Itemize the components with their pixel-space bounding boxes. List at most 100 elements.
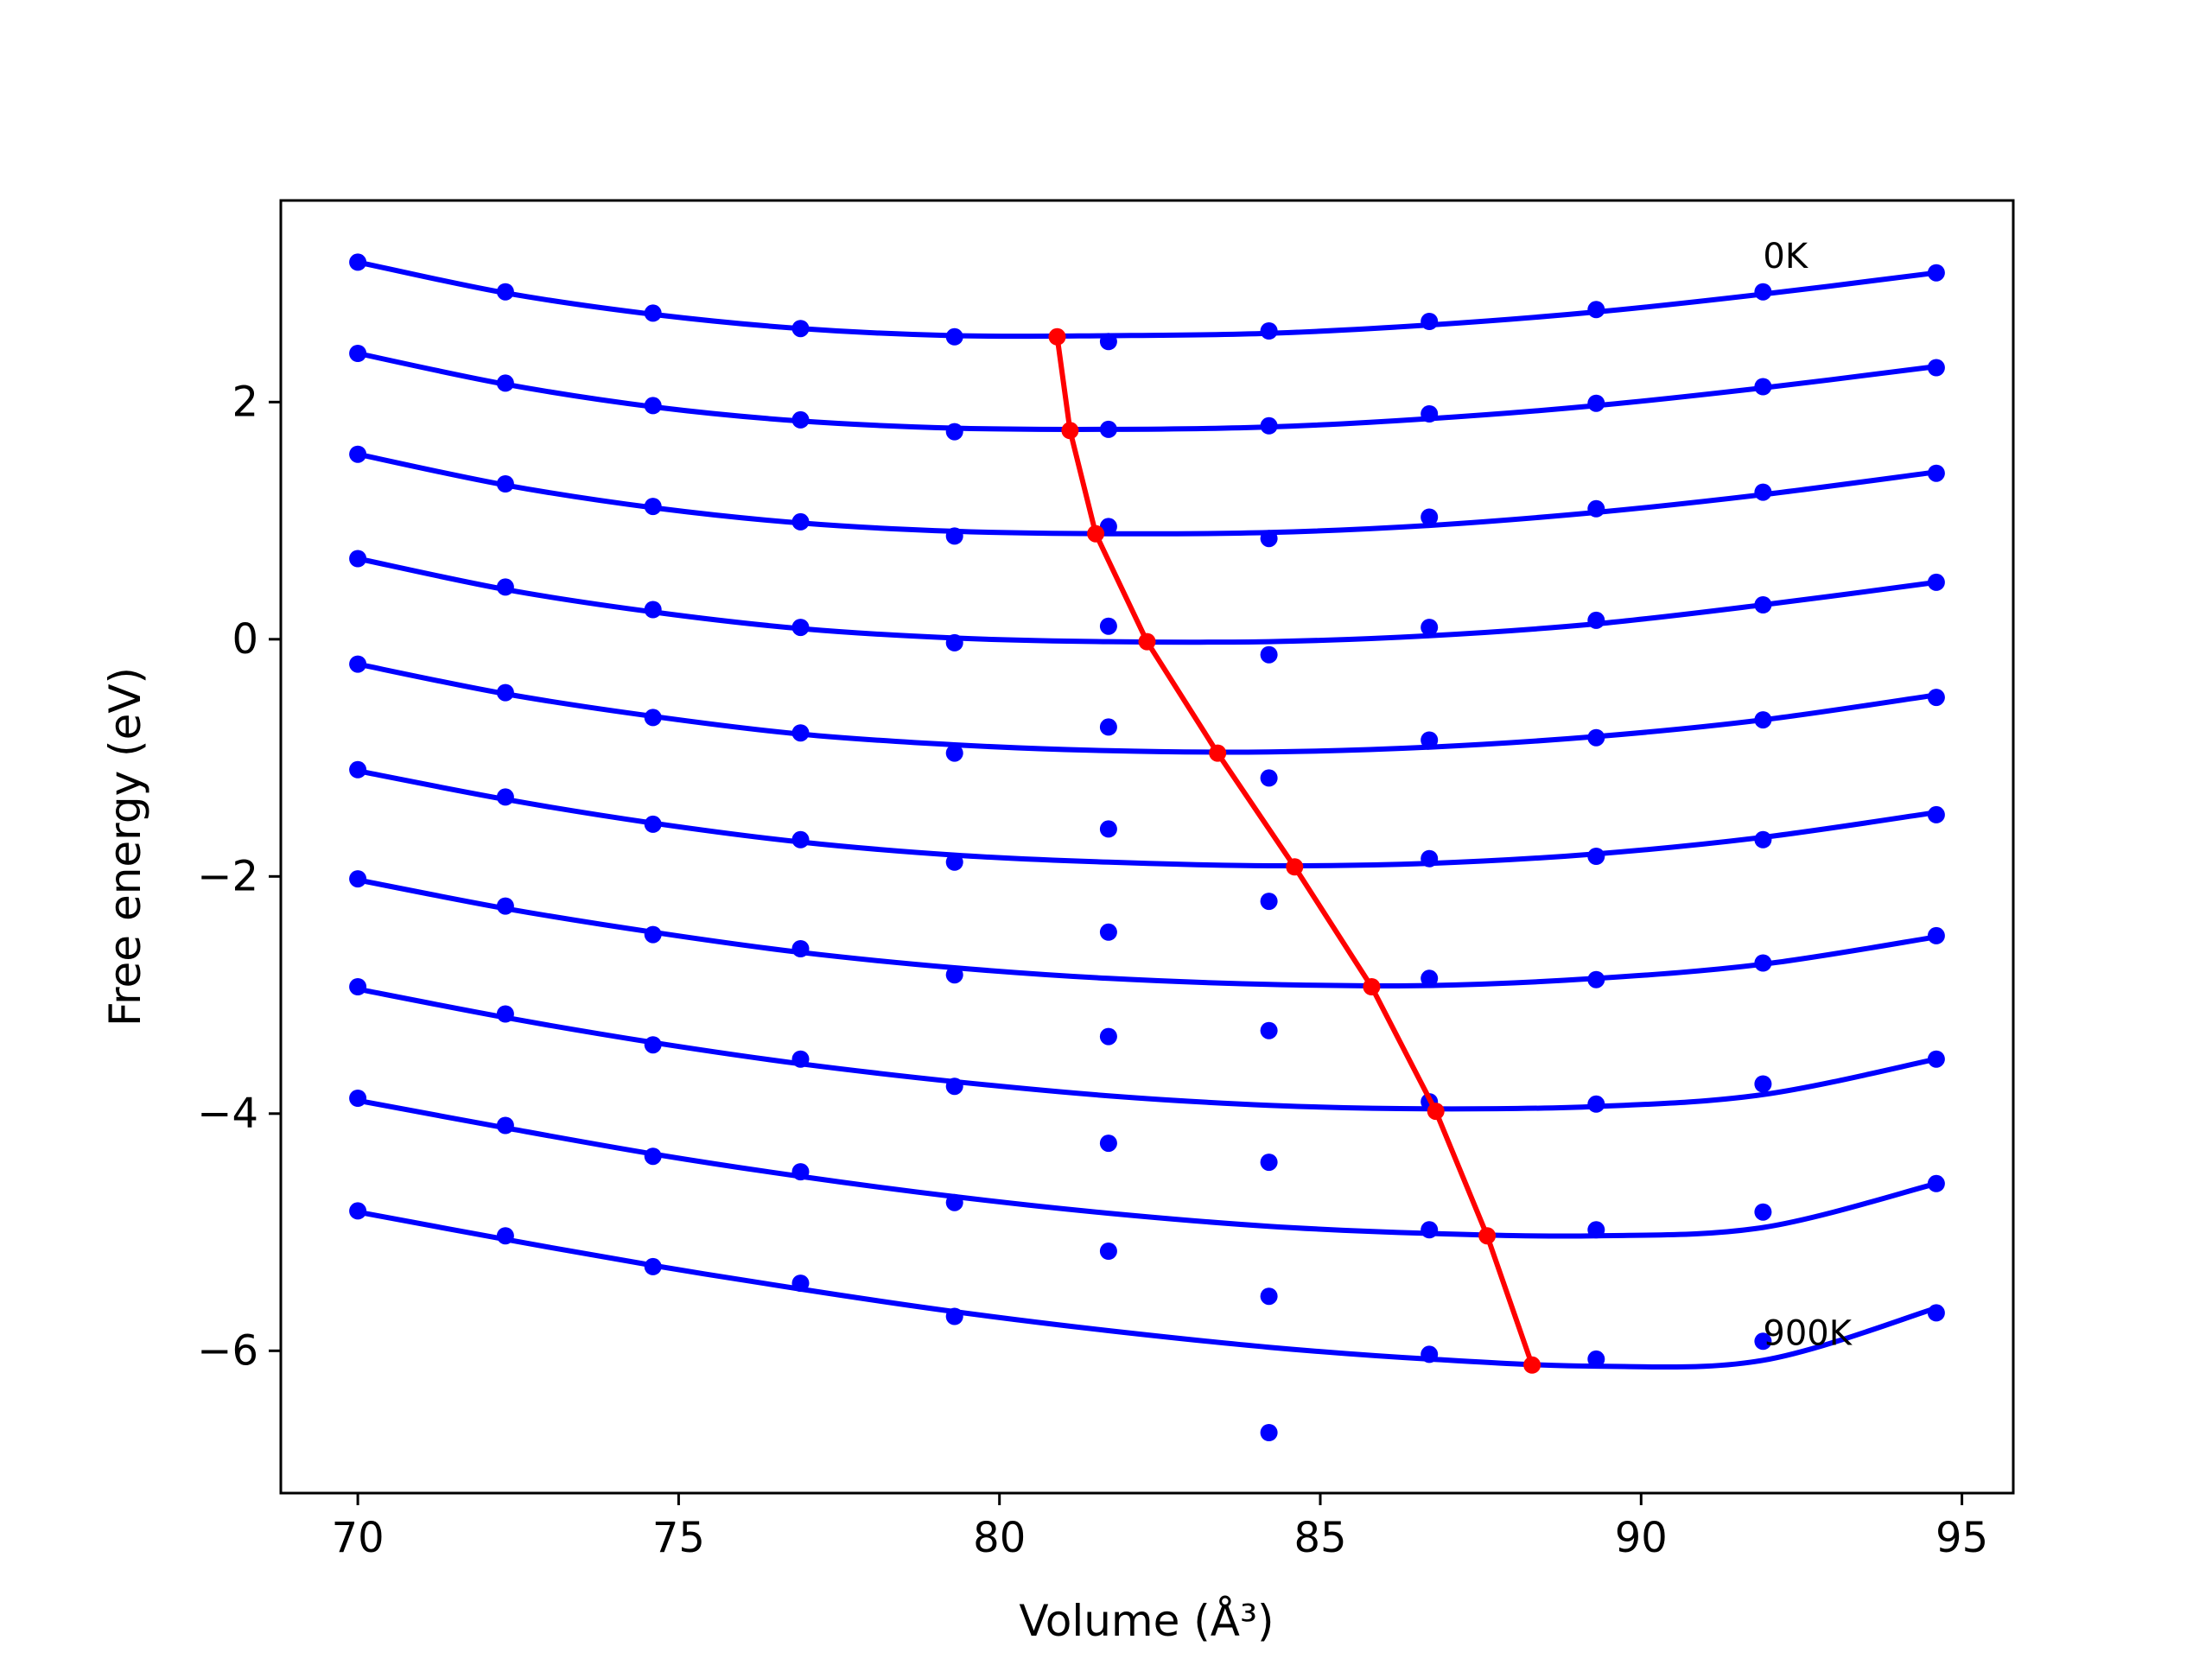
data-point — [1927, 464, 1945, 482]
data-point — [349, 253, 367, 271]
data-point — [1421, 619, 1439, 637]
fit-curve-8 — [357, 1097, 1937, 1239]
data-point — [1099, 420, 1117, 438]
data-points — [349, 253, 1945, 1441]
fit-curve-3 — [357, 556, 1937, 645]
data-point — [1421, 731, 1439, 749]
data-point — [1927, 264, 1945, 282]
curve-label-1: 900K — [1763, 1313, 1853, 1353]
data-point — [1754, 830, 1772, 849]
data-point — [349, 870, 367, 888]
data-point — [496, 683, 514, 702]
data-point — [1421, 313, 1439, 330]
data-point — [1587, 970, 1605, 988]
data-point — [1754, 1332, 1772, 1351]
data-point — [1927, 359, 1945, 377]
data-point — [1099, 820, 1117, 838]
data-point — [1260, 530, 1278, 548]
data-point — [349, 445, 367, 463]
data-point — [945, 1193, 963, 1211]
curve-label-0: 0K — [1763, 237, 1808, 276]
data-point — [1754, 378, 1772, 396]
minimum-path — [1048, 327, 1541, 1374]
data-point — [1587, 1350, 1605, 1368]
data-point — [1927, 1050, 1945, 1068]
data-point — [945, 744, 963, 762]
data-point — [1754, 1075, 1772, 1093]
data-point — [1099, 333, 1117, 351]
curve-annotations: 0K 900K — [1763, 237, 1853, 1353]
data-point — [644, 304, 662, 322]
minimum-point — [1138, 632, 1156, 651]
y-tick-label: 0 — [232, 615, 258, 664]
data-point — [791, 320, 810, 338]
data-point — [1099, 1027, 1117, 1046]
data-point — [644, 815, 662, 833]
minimum-point — [1087, 524, 1105, 543]
y-tick-label: −6 — [197, 1326, 258, 1375]
x-tick-label: 90 — [1615, 1514, 1668, 1562]
data-point — [945, 966, 963, 984]
data-point — [945, 633, 963, 652]
data-point — [1260, 1154, 1278, 1172]
data-point — [1260, 322, 1278, 340]
minimum-path-line — [1054, 336, 1535, 1366]
data-point — [1754, 954, 1772, 972]
x-tick-label: 95 — [1936, 1514, 1988, 1562]
data-point — [945, 1307, 963, 1325]
data-point — [1587, 394, 1605, 412]
data-point — [1587, 1221, 1605, 1239]
data-point — [1754, 596, 1772, 613]
data-point — [1260, 893, 1278, 911]
fit-curve-4 — [357, 661, 1937, 755]
data-point — [496, 283, 514, 301]
x-axis-label: Volume (Å³) — [1019, 1596, 1274, 1646]
fit-curve-9 — [357, 1209, 1937, 1370]
data-point — [496, 1227, 514, 1245]
data-point — [791, 1163, 810, 1181]
data-point — [496, 374, 514, 392]
data-point — [791, 619, 810, 637]
y-axis-label: Free energy (eV) — [100, 667, 150, 1027]
data-point — [1754, 711, 1772, 729]
data-point — [349, 978, 367, 995]
x-tick-label: 75 — [652, 1514, 705, 1562]
data-point — [1927, 926, 1945, 944]
data-point — [1927, 689, 1945, 707]
x-tick-label: 80 — [973, 1514, 1026, 1562]
data-point — [945, 423, 963, 441]
data-point — [496, 1005, 514, 1023]
x-axis-ticks: 70 75 80 85 90 95 — [332, 1493, 1988, 1562]
fit-curve-6 — [357, 877, 1937, 989]
data-point — [791, 940, 810, 957]
data-point — [644, 1257, 662, 1275]
data-point — [644, 498, 662, 516]
data-point — [349, 760, 367, 779]
data-point — [1421, 405, 1439, 423]
data-point — [349, 1090, 367, 1107]
data-point — [644, 925, 662, 944]
data-point — [1754, 1203, 1772, 1221]
data-point — [791, 1274, 810, 1293]
data-point — [1099, 518, 1117, 536]
data-point — [945, 1077, 963, 1096]
data-point — [1587, 1095, 1605, 1113]
y-tick-label: −2 — [197, 852, 258, 900]
minimum-point — [1061, 422, 1079, 440]
data-point — [1260, 1424, 1278, 1441]
data-point — [1587, 499, 1605, 518]
data-point — [1421, 849, 1439, 868]
minimum-point — [1048, 327, 1066, 346]
data-point — [496, 897, 514, 915]
data-point — [1421, 1345, 1439, 1363]
x-tick-label: 70 — [332, 1514, 385, 1562]
data-point — [945, 853, 963, 871]
minimum-point — [1363, 978, 1381, 995]
data-point — [349, 345, 367, 362]
y-tick-label: −4 — [197, 1090, 258, 1138]
data-point — [349, 1202, 367, 1220]
data-point — [1587, 611, 1605, 629]
plot-frame — [279, 199, 2015, 1495]
minimum-point — [1286, 858, 1304, 876]
